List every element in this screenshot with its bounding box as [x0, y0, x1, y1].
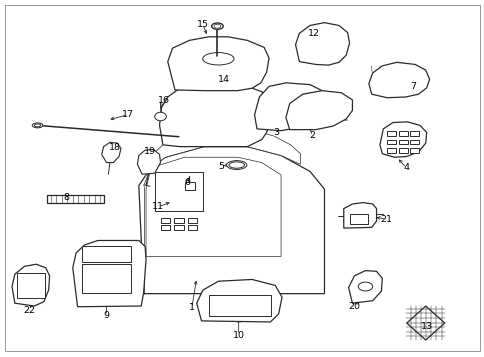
Ellipse shape	[32, 123, 43, 128]
Text: 12: 12	[307, 29, 319, 38]
Bar	[409, 149, 418, 153]
Circle shape	[154, 112, 166, 121]
Bar	[349, 214, 367, 224]
Text: 11: 11	[152, 202, 164, 211]
Bar	[208, 295, 271, 316]
Text: 1: 1	[188, 303, 195, 312]
Bar	[398, 149, 407, 153]
Text: 6: 6	[183, 177, 190, 187]
Polygon shape	[295, 22, 349, 65]
Bar	[154, 172, 202, 211]
Bar	[174, 225, 183, 230]
Bar	[184, 182, 195, 190]
Bar	[398, 140, 407, 144]
Bar	[386, 131, 395, 136]
Ellipse shape	[34, 124, 41, 127]
Bar	[160, 218, 170, 223]
Ellipse shape	[226, 161, 246, 170]
Text: 4: 4	[403, 164, 408, 172]
Bar	[386, 140, 395, 144]
Ellipse shape	[202, 52, 234, 65]
Text: 7: 7	[410, 82, 416, 91]
Polygon shape	[379, 122, 426, 157]
Text: 16: 16	[158, 96, 170, 105]
Bar	[409, 131, 418, 136]
Text: 3: 3	[272, 128, 279, 137]
Polygon shape	[343, 202, 376, 228]
Polygon shape	[167, 37, 269, 91]
Bar	[82, 246, 130, 262]
Text: 20: 20	[348, 302, 360, 311]
Polygon shape	[159, 83, 271, 147]
Bar	[47, 195, 104, 202]
Polygon shape	[12, 264, 49, 306]
Polygon shape	[285, 91, 352, 130]
Polygon shape	[138, 147, 324, 293]
Ellipse shape	[211, 23, 223, 29]
Text: 18: 18	[108, 143, 121, 152]
Text: 2: 2	[309, 131, 315, 141]
Polygon shape	[146, 157, 281, 256]
Polygon shape	[73, 241, 146, 307]
Polygon shape	[137, 150, 160, 174]
Polygon shape	[254, 83, 325, 131]
Text: 13: 13	[420, 322, 432, 331]
Polygon shape	[406, 306, 444, 340]
Text: 22: 22	[23, 306, 35, 315]
Bar	[82, 264, 130, 292]
Text: 9: 9	[103, 311, 109, 321]
Ellipse shape	[228, 162, 244, 168]
Polygon shape	[102, 142, 121, 162]
Text: 5: 5	[217, 162, 223, 171]
Polygon shape	[348, 271, 381, 303]
Text: 8: 8	[63, 193, 69, 202]
Bar	[160, 225, 170, 230]
Bar	[187, 218, 197, 223]
Ellipse shape	[213, 24, 220, 28]
Polygon shape	[151, 129, 300, 168]
Text: 14: 14	[218, 75, 230, 84]
Bar	[187, 225, 197, 230]
Bar	[386, 149, 395, 153]
Bar	[174, 218, 183, 223]
Text: 15: 15	[197, 20, 209, 29]
Ellipse shape	[358, 282, 372, 291]
Bar	[409, 140, 418, 144]
Polygon shape	[368, 62, 429, 98]
Text: 21: 21	[379, 215, 392, 224]
Text: 19: 19	[144, 147, 155, 156]
Bar	[17, 273, 45, 298]
Polygon shape	[197, 280, 282, 322]
Text: 17: 17	[121, 110, 134, 119]
Bar	[398, 131, 407, 136]
Text: 10: 10	[232, 331, 244, 340]
